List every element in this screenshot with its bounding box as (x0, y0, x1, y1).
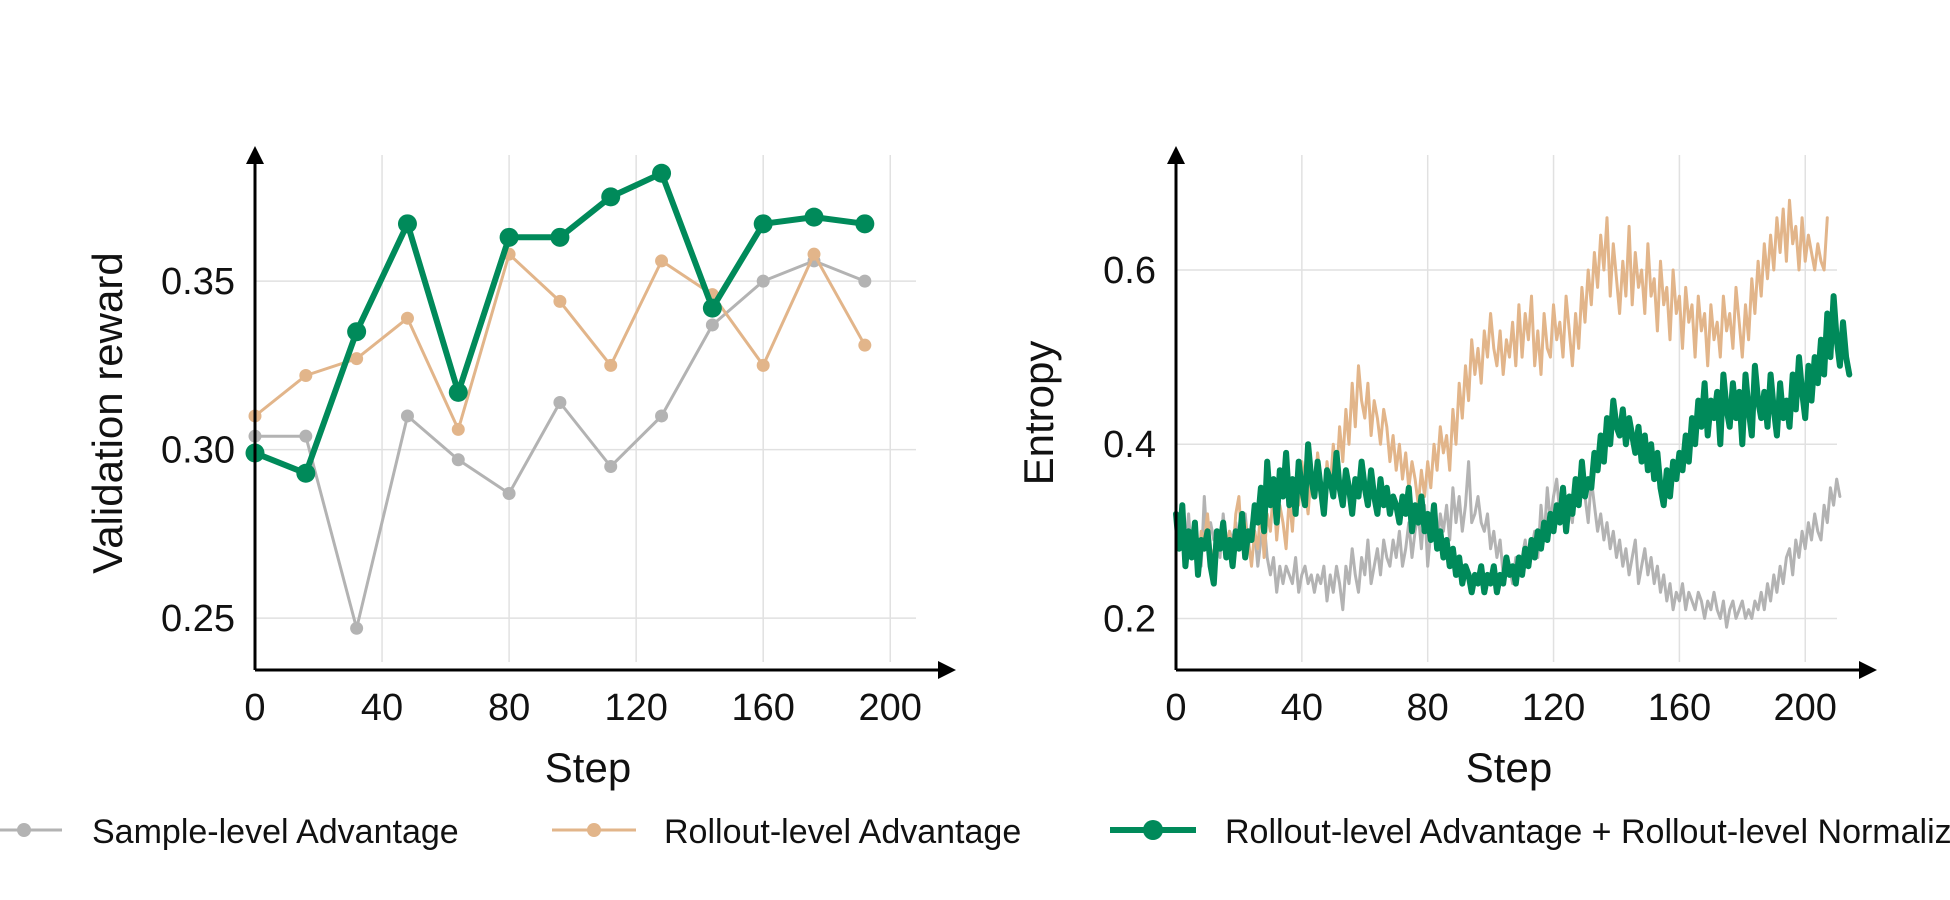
series-1-point (553, 395, 567, 409)
series-line-1 (253, 259, 867, 630)
series-3-point (855, 214, 875, 234)
series-line-3 (1173, 293, 1853, 596)
x-tick-label: 80 (1407, 687, 1449, 729)
series-2-point (807, 247, 821, 261)
legend-marker-rollout-norm (1143, 820, 1163, 840)
series-line-2 (1174, 198, 1829, 568)
series-3-point (499, 227, 519, 247)
legend-label-rollout-norm: Rollout-level Advantage + Rollout-level … (1225, 813, 1950, 851)
series-1-point (858, 274, 872, 288)
series-2-point (400, 311, 414, 325)
legend-label-rollout-level: Rollout-level Advantage (664, 813, 1021, 851)
series-3-point (804, 207, 824, 227)
series-1-point (400, 409, 414, 423)
y-axis-label: Validation reward (84, 252, 131, 573)
y-tick-label: 0.4 (1103, 424, 1156, 466)
x-tick-label: 0 (244, 687, 265, 729)
x-tick-label: 160 (731, 687, 794, 729)
series-2-point (299, 369, 313, 383)
series-2-point (604, 358, 618, 372)
x-tick-label: 40 (361, 687, 403, 729)
validation-reward-panel: 0 40 80 120 160 200 0.25 0.30 0.35 Step Validation… (84, 146, 956, 791)
series-2-point (553, 294, 567, 308)
y-axis-arrow (246, 146, 264, 164)
y-tick-label: 0.35 (161, 261, 235, 303)
series-1-point (756, 274, 770, 288)
x-axis-arrow (938, 661, 956, 679)
series-3-point (601, 187, 621, 207)
series-2-point (655, 254, 669, 268)
series-3-point (347, 322, 367, 342)
series-1-point (502, 486, 516, 500)
series-2-point (451, 422, 465, 436)
x-tick-label: 0 (1165, 687, 1186, 729)
x-tick-label: 160 (1648, 687, 1711, 729)
y-tick-label: 0.30 (161, 430, 235, 472)
series-3-point (550, 227, 570, 247)
series-3-point (753, 214, 773, 234)
series-3-point (397, 214, 417, 234)
y-axis-arrow (1167, 146, 1185, 164)
x-tick-label: 120 (1522, 687, 1585, 729)
series-1-point (299, 429, 313, 443)
series-3-point (296, 463, 316, 483)
series-2-point (858, 338, 872, 352)
x-axis-label: Step (1466, 744, 1552, 791)
series-3-point (652, 163, 672, 183)
x-tick-label: 80 (488, 687, 530, 729)
y-tick-label: 0.2 (1103, 598, 1156, 640)
legend: Sample-level Advantage Rollout-level Adv… (0, 813, 1950, 851)
series-3-point (702, 298, 722, 318)
series-line-3 (252, 170, 868, 477)
y-axis-label: Entropy (1015, 341, 1062, 486)
y-tick-label: 0.6 (1103, 250, 1156, 292)
x-tick-label: 120 (604, 687, 667, 729)
x-tick-label: 200 (859, 687, 922, 729)
y-tick-label: 0.25 (161, 598, 235, 640)
series-1-point (604, 460, 618, 474)
legend-label-sample-level: Sample-level Advantage (92, 813, 459, 851)
legend-marker-rollout-level (587, 823, 601, 837)
x-axis-arrow (1859, 661, 1877, 679)
legend-marker-sample-level (17, 823, 31, 837)
series-1-point (655, 409, 669, 423)
series-1-point (705, 318, 719, 332)
x-axis-label: Step (545, 744, 631, 791)
series-2-point (350, 352, 364, 366)
series-3-point (448, 382, 468, 402)
series-1-point (451, 453, 465, 467)
series-1-point (350, 621, 364, 635)
x-tick-label: 200 (1774, 687, 1837, 729)
series-2-point (756, 358, 770, 372)
entropy-panel: 0 40 80 120 160 200 0.2 0.4 0.6 Step Entropy (1015, 146, 1877, 791)
x-tick-label: 40 (1281, 687, 1323, 729)
